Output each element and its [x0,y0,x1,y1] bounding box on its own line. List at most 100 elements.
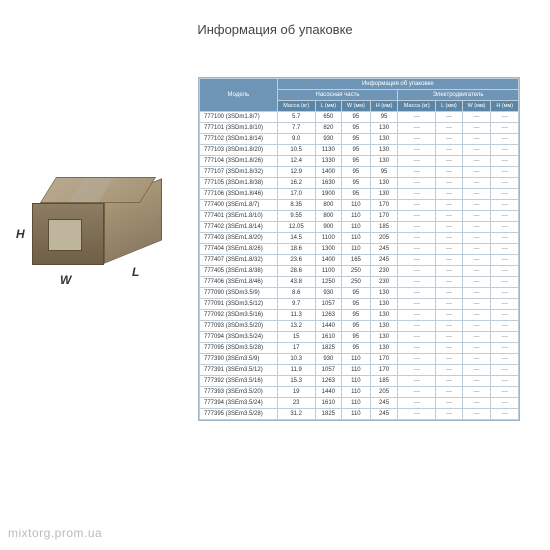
cell-value: 130 [370,343,397,354]
box-diagram: H W L [30,177,180,287]
cell-value: 250 [341,277,370,288]
cell-value: — [398,123,436,134]
cell-value: 110 [341,211,370,222]
cell-value: — [398,134,436,145]
table-row: 777100 (3SDm1.8/7)5.76509595———— [200,112,519,123]
cell-value: — [398,189,436,200]
cell-value: 1263 [315,310,341,321]
cell-value: — [462,167,491,178]
cell-model: 777101 (3SDm1.8/10) [200,123,278,134]
cell-value: 800 [315,211,341,222]
cell-value: — [436,134,462,145]
cell-value: 8.6 [277,288,315,299]
cell-value: 95 [341,134,370,145]
cell-value: 15 [277,332,315,343]
cell-value: 1900 [315,189,341,200]
cell-value: 1330 [315,156,341,167]
cell-value: — [398,299,436,310]
cell-value: — [398,321,436,332]
cell-value: — [436,288,462,299]
cell-value: — [398,277,436,288]
cell-value: — [462,156,491,167]
cell-value: 1610 [315,332,341,343]
box-illustration [30,177,170,287]
cell-value: 130 [370,332,397,343]
cell-value: 12.05 [277,222,315,233]
cell-value: 110 [341,398,370,409]
cell-value: 1825 [315,409,341,420]
cell-value: 130 [370,189,397,200]
table-row: 777095 (3SDm3.5/28)17182595130———— [200,343,519,354]
col-h: H (мм) [370,101,397,112]
cell-value: — [398,167,436,178]
table-row: 777401 (3SEm1.8/10)9.55800110170———— [200,211,519,222]
cell-value: — [436,277,462,288]
cell-value: — [462,277,491,288]
cell-value: 95 [341,343,370,354]
cell-value: 130 [370,145,397,156]
table-row: 777405 (3SEm1.8/38)28.61100250230———— [200,266,519,277]
cell-value: 230 [370,266,397,277]
col-l: L (мм) [315,101,341,112]
cell-value: — [398,244,436,255]
cell-value: — [491,409,519,420]
group-pump: Насосная часть [277,90,398,101]
page-title: Информация об упаковке [0,0,550,47]
cell-value: — [398,145,436,156]
cell-model: 777103 (3SDm1.8/20) [200,145,278,156]
cell-value: 95 [370,112,397,123]
cell-value: — [462,310,491,321]
cell-value: 110 [341,233,370,244]
cell-value: 10.3 [277,354,315,365]
cell-value: 1100 [315,233,341,244]
cell-value: 170 [370,211,397,222]
cell-value: — [491,189,519,200]
table-row: 777392 (3SEm3.5/16)15.31263110185———— [200,376,519,387]
cell-value: 130 [370,134,397,145]
cell-value: 17.0 [277,189,315,200]
cell-value: 110 [341,387,370,398]
cell-value: 185 [370,222,397,233]
cell-value: — [398,233,436,244]
cell-value: — [436,365,462,376]
cell-model: 777390 (3SEm3.5/9) [200,354,278,365]
cell-value: 95 [341,156,370,167]
cell-value: 1825 [315,343,341,354]
cell-value: — [398,365,436,376]
cell-value: 110 [341,222,370,233]
cell-value: 16.2 [277,178,315,189]
cell-value: — [398,288,436,299]
cell-value: 165 [341,255,370,266]
cell-value: — [462,233,491,244]
dim-h-label: H [16,227,25,241]
cell-value: — [436,189,462,200]
table-body: 777100 (3SDm1.8/7)5.76509595————777101 (… [200,112,519,420]
cell-model: 777392 (3SEm3.5/16) [200,376,278,387]
cell-value: — [436,299,462,310]
table-row: 777094 (3SDm3.5/24)15161095130———— [200,332,519,343]
cell-value: 800 [315,200,341,211]
cell-value: — [462,266,491,277]
cell-value: — [462,332,491,343]
cell-value: 95 [341,332,370,343]
cell-value: 9.55 [277,211,315,222]
cell-model: 777106 (3SDm1.8/46) [200,189,278,200]
cell-value: 18.6 [277,244,315,255]
col-h2: H (мм) [491,101,519,112]
cell-value: 10.5 [277,145,315,156]
cell-model: 777406 (3SEm1.8/46) [200,277,278,288]
cell-value: — [462,123,491,134]
cell-model: 777091 (3SDm3.5/12) [200,299,278,310]
cell-value: — [436,222,462,233]
cell-value: 205 [370,387,397,398]
cell-value: — [436,387,462,398]
cell-value: — [462,211,491,222]
cell-value: — [491,321,519,332]
cell-model: 777395 (3SEm3.5/28) [200,409,278,420]
cell-value: 130 [370,321,397,332]
cell-value: — [436,112,462,123]
table-row: 777395 (3SEm3.5/28)31.21825110245———— [200,409,519,420]
cell-value: 11.9 [277,365,315,376]
cell-value: — [436,211,462,222]
cell-value: 95 [341,145,370,156]
